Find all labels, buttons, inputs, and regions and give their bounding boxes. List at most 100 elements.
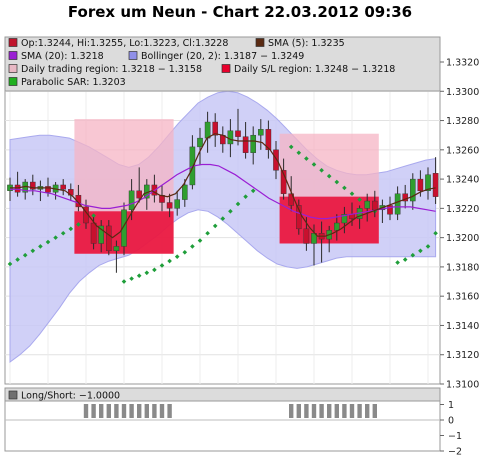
y-tick-label: 1.3180 [446, 262, 479, 273]
sub-y-tick-label: 1 [448, 400, 454, 411]
sar-point [288, 144, 294, 150]
long-short-bar [159, 404, 165, 418]
long-short-bar [349, 404, 355, 418]
long-short-bar [106, 404, 111, 418]
candle-body [60, 184, 66, 190]
candle-body [425, 174, 431, 191]
sar-point [410, 252, 416, 258]
long-short-bar [114, 404, 119, 418]
candle-body [402, 193, 409, 202]
long-short-bar [319, 404, 324, 418]
candle-body [75, 194, 82, 208]
sar-point [433, 230, 438, 236]
legend-swatch [221, 64, 231, 73]
candle-body [197, 137, 203, 148]
sar-point [129, 276, 134, 281]
legend-box [4, 36, 441, 92]
sar-point [38, 244, 43, 249]
candle-body [303, 228, 310, 244]
long-short-bar [83, 404, 89, 418]
sar-point [402, 257, 408, 262]
sar-point [60, 230, 66, 236]
candle-body [128, 190, 135, 211]
legend-swatch [128, 51, 138, 60]
candle-body [113, 246, 120, 252]
long-short-bar [144, 404, 149, 418]
legend-label: SMA (5): 1.3235 [268, 38, 345, 49]
sar-point [212, 223, 218, 229]
sar-point [121, 279, 127, 284]
legend-label: Parabolic SAR: 1.3203 [21, 77, 126, 88]
legend-swatch [8, 77, 18, 86]
y-tick-label: 1.3120 [446, 350, 479, 361]
sar-point [45, 239, 51, 245]
candle-body [432, 173, 439, 197]
sar-point [190, 244, 195, 249]
legend-label: Bollinger (20, 2): 1.3187 − 1.3249 [141, 51, 304, 62]
long-short-bar [296, 404, 301, 418]
sar-point [197, 238, 203, 243]
sar-point [304, 156, 309, 161]
sar-point [68, 226, 74, 232]
sar-point [395, 260, 400, 265]
sar-point [334, 179, 340, 185]
long-short-bar [121, 404, 127, 418]
legend-label: Daily S/L region: 1.3248 − 1.3218 [234, 64, 395, 75]
candle-body [280, 170, 287, 194]
legend-swatch [255, 38, 265, 47]
candle-body [394, 193, 401, 215]
sar-point [15, 257, 20, 262]
sar-point [22, 252, 28, 258]
sar-point [235, 201, 241, 207]
candle-body [364, 200, 371, 209]
sar-point [182, 249, 188, 255]
y-tick-label: 1.3160 [446, 292, 479, 303]
legend-label: Daily trading region: 1.3218 − 1.3158 [21, 64, 202, 75]
sar-point [250, 188, 256, 194]
legend-swatch [8, 64, 18, 73]
candle-body [166, 202, 173, 209]
sar-point [228, 208, 233, 214]
long-short-bar [334, 404, 339, 418]
candle-body [258, 129, 264, 136]
candle-body [273, 149, 279, 171]
candle-body [410, 178, 416, 202]
sar-point [167, 258, 172, 264]
sar-point [144, 270, 150, 276]
candle-body [296, 205, 302, 230]
candle-body [250, 134, 257, 153]
sub-y-tick-label: −1 [448, 431, 462, 442]
y-tick-label: 1.3100 [446, 380, 479, 391]
long-short-bar [152, 404, 157, 418]
sub-legend: Long/Short: −1.0000 [8, 391, 120, 402]
sub-legend-label: Long/Short: −1.0000 [21, 391, 120, 402]
candle-body [235, 130, 241, 137]
candle-body [341, 214, 348, 224]
sar-point [243, 194, 248, 199]
long-short-bar [137, 404, 142, 418]
sar-point [76, 222, 81, 227]
sar-point [425, 244, 431, 249]
candle-body [265, 129, 272, 151]
candle-body [181, 184, 188, 200]
legend: Op:1.3244, Hi:1.3255, Lo:1.3223, Cl:1.32… [8, 38, 395, 88]
y-tick-label: 1.3300 [446, 87, 479, 98]
long-short-bar [365, 404, 370, 418]
sar-point [136, 273, 142, 278]
y-tick-label: 1.3320 [446, 58, 479, 69]
candle-body [204, 121, 211, 139]
candle-body [417, 178, 424, 192]
y-tick-label: 1.3260 [446, 145, 479, 156]
sar-point [7, 261, 13, 267]
candle-body [174, 199, 181, 209]
long-short-bar [304, 404, 309, 418]
sar-point [220, 216, 226, 221]
sar-point [174, 254, 180, 259]
candle-body [90, 222, 97, 244]
candle-body [14, 184, 21, 193]
sar-point [159, 263, 165, 268]
parabolic-sar [7, 144, 438, 284]
sub-y-tick-label: 0 [448, 416, 454, 427]
